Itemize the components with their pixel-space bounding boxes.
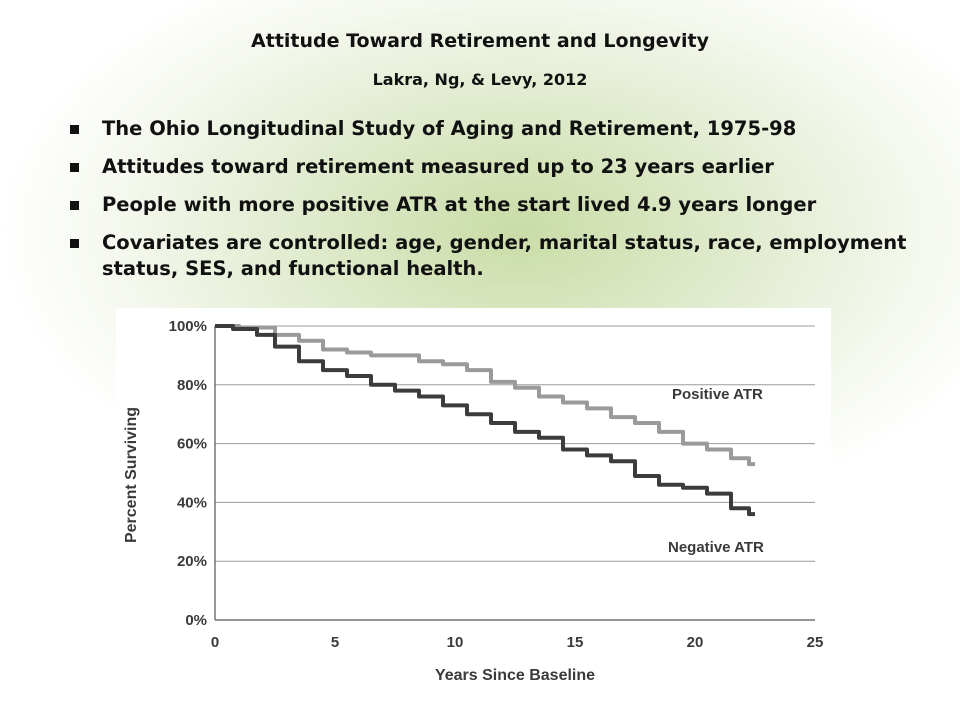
bullet-item: Attitudes toward retirement measured up …	[64, 154, 924, 180]
y-tick-label: 0%	[185, 612, 207, 629]
x-tick-label: 10	[447, 634, 464, 651]
square-bullet-icon	[70, 163, 79, 172]
slide-subtitle: Lakra, Ng, & Levy, 2012	[372, 70, 588, 89]
annotation-negative-atr: Negative ATR	[668, 539, 764, 556]
y-tick-label: 60%	[177, 436, 207, 453]
square-bullet-icon	[70, 201, 79, 210]
bullet-item: People with more positive ATR at the sta…	[64, 192, 924, 218]
grid-layer	[215, 325, 815, 621]
series-line-negative-atr	[215, 324, 755, 517]
bullet-item: Covariates are controlled: age, gender, …	[64, 230, 924, 282]
y-axis-label: Percent Surviving	[123, 407, 140, 543]
series-layer	[215, 324, 755, 517]
x-tick-label: 15	[567, 634, 584, 651]
bullet-text: Attitudes toward retirement measured up …	[102, 155, 774, 178]
y-tick-label: 20%	[177, 553, 207, 570]
bullet-item: The Ohio Longitudinal Study of Aging and…	[64, 116, 924, 142]
x-axis-label: Years Since Baseline	[435, 667, 595, 684]
series-line-positive-atr	[215, 324, 755, 467]
x-tick-label: 0	[211, 634, 219, 651]
bullet-text: Covariates are controlled: age, gender, …	[102, 231, 907, 280]
bullet-list: The Ohio Longitudinal Study of Aging and…	[64, 116, 924, 294]
survival-chart: 0% 20% 40% 60% 80% 100% 0 5 10 15 20 25 Positive AT…	[116, 308, 831, 698]
bullet-text: People with more positive ATR at the sta…	[102, 193, 817, 216]
square-bullet-icon	[70, 239, 79, 248]
annotation-positive-atr: Positive ATR	[672, 386, 763, 403]
slide-title: Attitude Toward Retirement and Longevity	[251, 30, 709, 52]
x-tick-label: 25	[807, 634, 824, 651]
x-tick-label: 5	[331, 634, 339, 651]
x-tick-label: 20	[687, 634, 704, 651]
y-tick-label: 100%	[169, 318, 207, 335]
bullet-text: The Ohio Longitudinal Study of Aging and…	[102, 117, 797, 140]
chart-svg: 0% 20% 40% 60% 80% 100% 0 5 10 15 20 25 Positive AT…	[123, 318, 824, 684]
axis-layer: 0% 20% 40% 60% 80% 100% 0 5 10 15 20 25	[169, 318, 824, 651]
y-tick-label: 40%	[177, 494, 207, 511]
square-bullet-icon	[70, 125, 79, 134]
y-tick-label: 80%	[177, 377, 207, 394]
